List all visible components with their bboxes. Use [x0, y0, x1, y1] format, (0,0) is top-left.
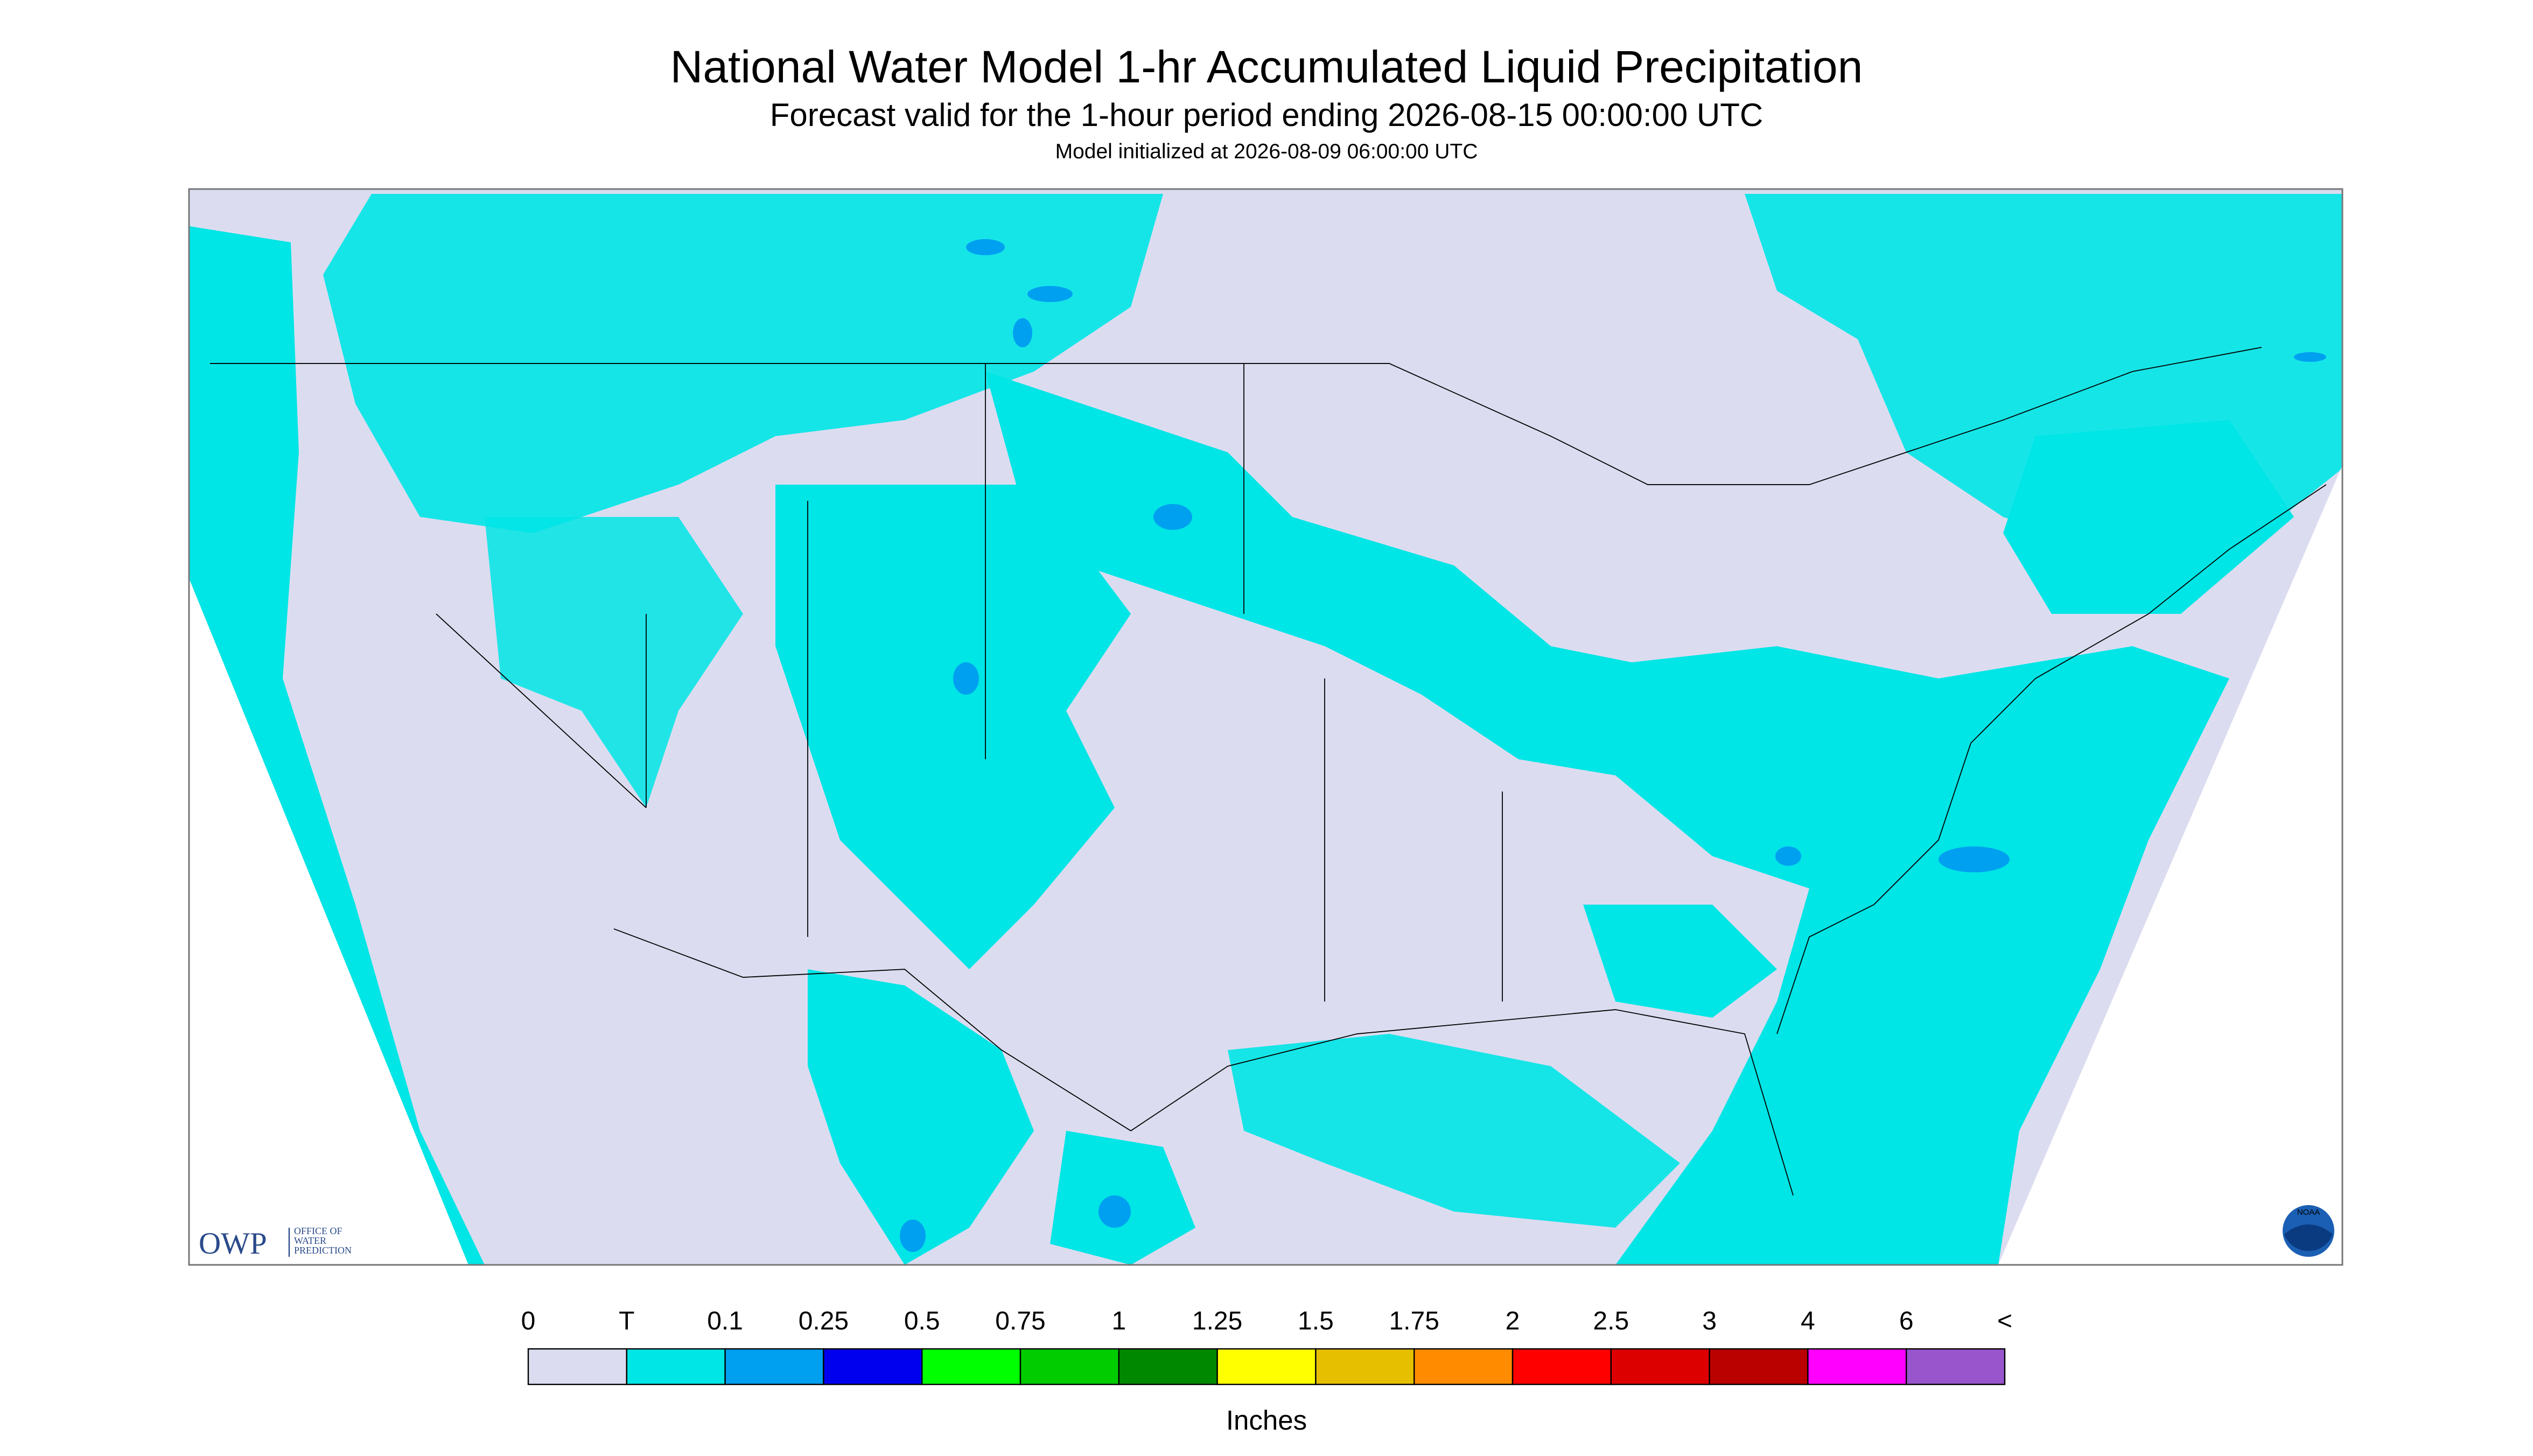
subtitle: Forecast valid for the 1-hour period end…	[770, 97, 1763, 133]
title: National Water Model 1-hr Accumulated Li…	[670, 41, 1863, 92]
legend-label: 0.25	[799, 1307, 849, 1335]
legend-swatch	[527, 1348, 628, 1385]
legend-swatch	[1512, 1348, 1612, 1385]
legend-label: 4	[1801, 1307, 1815, 1335]
legend-label: 0.1	[707, 1307, 743, 1335]
legend-label: 2.5	[1593, 1307, 1629, 1335]
legend-label: T	[619, 1307, 634, 1335]
legend-label: 1.5	[1298, 1307, 1334, 1335]
legend-swatch	[1807, 1348, 1907, 1385]
legend-swatch	[1019, 1348, 1120, 1385]
legend-swatch	[1315, 1348, 1415, 1385]
owp-name: PREDICTION	[294, 1245, 352, 1256]
legend-label: 6	[1899, 1307, 1914, 1335]
legend-unit: Inches	[1226, 1405, 1307, 1436]
owp-logo: OWP	[199, 1227, 267, 1261]
legend-swatch	[921, 1348, 1021, 1385]
owp-name: OFFICE OF	[294, 1226, 342, 1236]
legend-swatch	[1610, 1348, 1710, 1385]
noaa-logo-wave	[2284, 1224, 2333, 1251]
legend: 0 T 0.1 0.25 0.5 0.75 1 1.25 1.5 1.75 2 2.5 3 4 6 <	[521, 1307, 2012, 1385]
legend-label: 3	[1702, 1307, 1717, 1335]
legend-label: 0.75	[995, 1307, 1045, 1335]
legend-label: 1	[1111, 1307, 1126, 1335]
legend-swatch	[724, 1348, 824, 1385]
legend-label: 0.5	[904, 1307, 940, 1335]
legend-swatch	[1709, 1348, 1809, 1385]
legend-swatch	[1216, 1348, 1317, 1385]
legend-swatch	[1414, 1348, 1514, 1385]
boundaries	[210, 347, 2327, 1196]
legend-label: 1.75	[1389, 1307, 1439, 1335]
noaa-text: NOAA	[2297, 1208, 2320, 1217]
legend-label: 2	[1506, 1307, 1520, 1335]
owp-name: WATER	[294, 1235, 326, 1246]
map-frame	[188, 188, 2343, 1266]
init-time: Model initialized at 2026-08-09 06:00:00…	[1055, 140, 1478, 163]
legend-label: 1.25	[1192, 1307, 1242, 1335]
legend-swatch	[1905, 1348, 2006, 1385]
legend-swatch	[823, 1348, 923, 1385]
legend-swatch	[626, 1348, 726, 1385]
map: OWP OFFICE OF WATER PREDICTION NOAA	[188, 188, 2343, 1266]
precip-heavier	[900, 239, 2326, 1252]
legend-swatch	[1118, 1348, 1218, 1385]
legend-label: <	[1997, 1307, 2012, 1335]
legend-label: 0	[521, 1307, 536, 1335]
